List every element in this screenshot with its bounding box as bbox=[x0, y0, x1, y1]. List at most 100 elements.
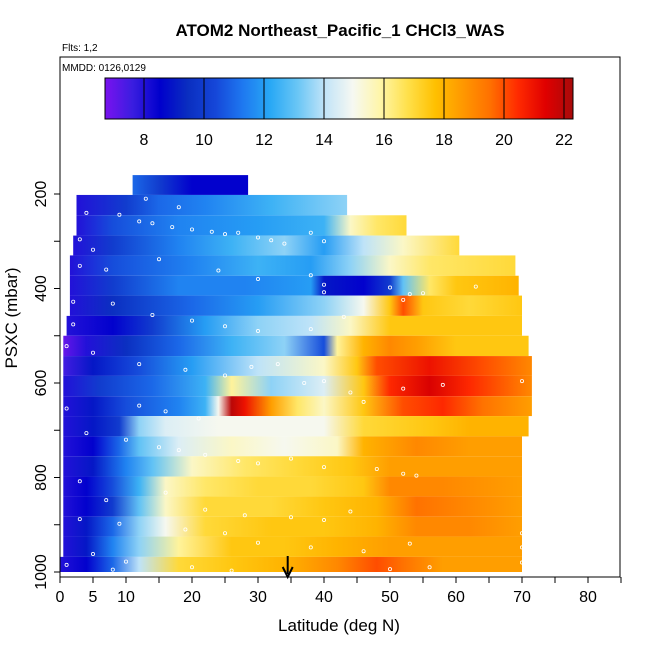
observation-point bbox=[150, 312, 155, 317]
observation-point bbox=[361, 549, 366, 554]
heatmap-layer bbox=[76, 215, 407, 236]
observation-point bbox=[321, 379, 326, 384]
colorbar-tick-label: 8 bbox=[140, 132, 149, 149]
observation-point bbox=[117, 212, 122, 217]
observation-point bbox=[137, 219, 142, 224]
observation-point bbox=[302, 380, 307, 385]
colorbar-tick-label: 22 bbox=[555, 132, 573, 149]
observation-point bbox=[209, 229, 214, 234]
observation-point bbox=[203, 507, 208, 512]
plot-border bbox=[59, 56, 621, 578]
flights-annotation: Flts: 1,2 bbox=[62, 43, 98, 54]
observation-point bbox=[196, 416, 201, 421]
observation-point bbox=[156, 445, 161, 450]
observation-point bbox=[176, 205, 181, 210]
heatmap-layer bbox=[63, 375, 532, 397]
observation-point bbox=[104, 498, 109, 503]
x-axis: 0 5 10 20 30 40 50 60 70 80 bbox=[56, 577, 622, 606]
observation-point bbox=[387, 285, 392, 290]
y-tick-label: 200 bbox=[33, 181, 50, 208]
observation-point bbox=[520, 545, 525, 550]
observation-point bbox=[407, 541, 412, 546]
x-tick-label: 10 bbox=[117, 589, 135, 606]
heatmap-layer bbox=[63, 416, 529, 437]
heatmap-layer bbox=[69, 275, 519, 296]
y-tick-label: 600 bbox=[33, 370, 50, 397]
colorbar-tick-label: 14 bbox=[315, 132, 333, 149]
x-axis-label: Latitude (deg N) bbox=[278, 616, 400, 635]
x-tick-label: 0 bbox=[56, 589, 65, 606]
x-tick-label: 50 bbox=[381, 589, 399, 606]
observation-point bbox=[440, 382, 445, 387]
observation-point bbox=[189, 227, 194, 232]
x-tick-label: 40 bbox=[315, 589, 333, 606]
observation-point bbox=[520, 560, 525, 565]
observation-point bbox=[321, 518, 326, 523]
observation-point bbox=[77, 479, 82, 484]
observation-point bbox=[183, 527, 188, 532]
heatmap-layer bbox=[69, 295, 523, 316]
observation-point bbox=[282, 241, 287, 246]
observation-point bbox=[124, 559, 129, 564]
y-tick-label: 800 bbox=[33, 464, 50, 491]
heatmap-layer bbox=[63, 456, 523, 477]
observation-point bbox=[242, 513, 247, 518]
observation-point bbox=[183, 367, 188, 372]
x-tick-label: 70 bbox=[513, 589, 531, 606]
heatmap-layer bbox=[63, 476, 523, 497]
observation-points bbox=[64, 196, 525, 573]
observation-point bbox=[308, 327, 313, 332]
observation-point bbox=[348, 390, 353, 395]
observation-point bbox=[308, 230, 313, 235]
colorbar-tick-label: 12 bbox=[255, 132, 273, 149]
observation-point bbox=[104, 267, 109, 272]
observation-point bbox=[308, 273, 313, 278]
observation-point bbox=[84, 431, 89, 436]
heatmap-layer bbox=[63, 516, 523, 537]
observation-point bbox=[401, 471, 406, 476]
observation-point bbox=[407, 292, 412, 297]
colorbar-tick-label: 16 bbox=[375, 132, 393, 149]
observation-point bbox=[222, 324, 227, 329]
x-tick-label: 60 bbox=[447, 589, 465, 606]
observation-point bbox=[255, 540, 260, 545]
observation-point bbox=[163, 409, 168, 414]
observation-point bbox=[71, 322, 76, 327]
observation-point bbox=[91, 552, 96, 557]
observation-point bbox=[520, 379, 525, 384]
observation-point bbox=[124, 437, 129, 442]
heatmap-layer bbox=[73, 235, 460, 256]
heatmap-layer bbox=[63, 536, 523, 557]
colorbar: 8 10 12 14 16 18 20 22 bbox=[104, 77, 574, 149]
observation-point bbox=[222, 531, 227, 536]
observation-point bbox=[91, 350, 96, 355]
observation-point bbox=[401, 386, 406, 391]
observation-point bbox=[308, 545, 313, 550]
observation-point bbox=[150, 221, 155, 226]
y-tick-label: 400 bbox=[33, 275, 50, 302]
observation-point bbox=[255, 329, 260, 334]
observation-point bbox=[321, 465, 326, 470]
observation-point bbox=[64, 406, 69, 411]
observation-point bbox=[189, 318, 194, 323]
observation-point bbox=[110, 567, 115, 572]
observation-point bbox=[473, 284, 478, 289]
observation-point bbox=[137, 403, 142, 408]
observation-point bbox=[321, 282, 326, 287]
latitude-marker bbox=[281, 556, 294, 580]
y-axis-label: PSXC (mbar) bbox=[2, 267, 21, 368]
x-tick-label: 30 bbox=[249, 589, 267, 606]
heatmap-layer bbox=[63, 335, 529, 357]
observation-point bbox=[71, 299, 76, 304]
heatmap-layer bbox=[63, 496, 523, 517]
observation-point bbox=[143, 196, 148, 201]
heatmap-layer bbox=[63, 356, 532, 376]
y-axis: 200 400 600 800 1000 bbox=[33, 181, 60, 590]
heatmap-layer bbox=[60, 556, 522, 572]
observation-point bbox=[91, 247, 96, 252]
observation-point bbox=[275, 362, 280, 367]
observation-point bbox=[420, 291, 425, 296]
colorbar-gradient bbox=[104, 77, 574, 120]
observation-point bbox=[414, 473, 419, 478]
observation-point bbox=[203, 452, 208, 457]
